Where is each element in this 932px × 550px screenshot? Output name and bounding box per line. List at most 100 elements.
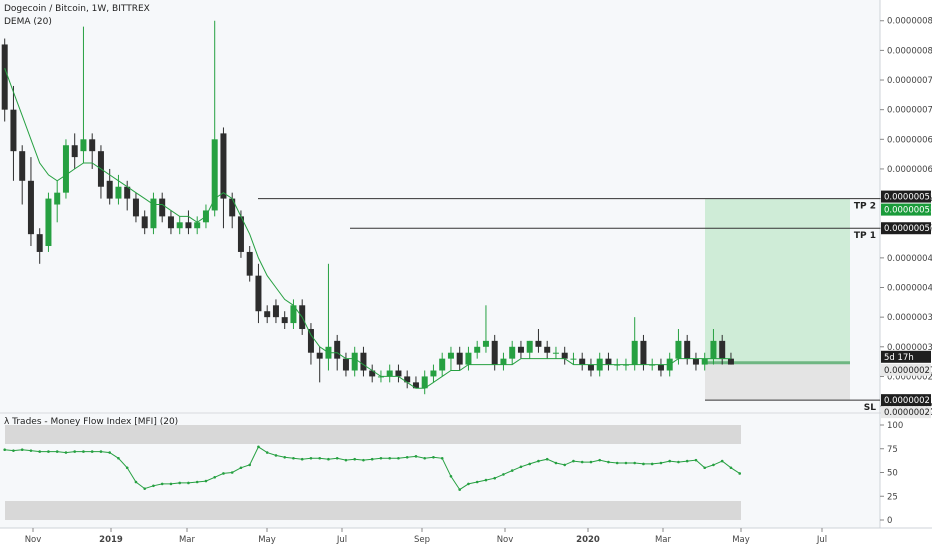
mfi-point [344,458,348,462]
candle-body [124,186,131,199]
mfi-point [117,456,120,460]
mfi-point [397,456,400,460]
candle-body [334,340,341,359]
mfi-point [642,462,645,466]
mfi-point [353,457,357,461]
mfi-point [388,456,392,460]
candlestick-series [1,20,734,395]
sl-badge-bg [881,394,931,407]
candle-body [657,364,664,371]
mfi-point [615,461,619,465]
mfi-point [432,456,435,459]
mfi-point [650,462,654,466]
mfi-tick-label: 75 [887,445,898,455]
mfi-point [12,449,15,452]
tp2-target-badge: 0.00000055 [884,206,932,216]
mfi-point [405,456,409,459]
candle-body [684,340,691,359]
mfi-point [29,449,33,452]
sl-secondary-badge: 0.00000021 [884,408,932,418]
mfi-point [519,465,523,469]
candle-body [80,139,87,152]
mfi-point [502,473,505,476]
time-tick-label: 2019 [99,535,123,545]
candle-body [194,222,201,229]
candle-body [115,186,122,199]
indicator-legend: DEMA (20) [4,17,52,27]
mfi-point [554,461,558,465]
time-tick-label: Jul [816,535,827,545]
mfi-point [484,478,488,482]
candle-body [474,346,481,353]
candle-body [404,376,411,383]
candle-body [246,251,253,276]
mfi-point [414,455,418,458]
mfi-point [712,463,715,467]
mfi-point [230,471,234,474]
time-tick-label: Nov [25,535,42,545]
mfi-point [213,475,216,479]
mfi-point [580,460,584,464]
mfi-point [659,461,663,465]
mfi-point [703,466,706,470]
candle-body [159,198,166,217]
mfi-point [624,461,628,465]
tp2-badge-bg [881,190,931,203]
mfi-point [222,472,225,475]
candle-body [360,352,367,371]
mfi-point [423,456,427,460]
candle-body [701,358,708,365]
candle-body [692,358,699,365]
candle-body [71,145,78,158]
mfi-point [160,482,164,486]
mfi-point [572,459,575,463]
candle-body [500,358,507,365]
position-zones [705,198,850,401]
candle-body [19,151,26,181]
mfi-point [335,456,339,460]
candle-body [89,139,96,152]
price-tick-label: 0.00000035 [887,313,932,323]
mfi-point [537,459,540,463]
mfi-point [362,458,365,462]
mfi-point [55,450,59,453]
mfi-point [134,480,138,484]
mfi-point [685,459,689,463]
candle-body [220,133,227,199]
mfi-point [738,472,741,475]
candle-body [517,346,524,353]
tp1-badge: 0.00000050 [884,224,932,234]
candle-body [386,370,393,377]
mfi-point [143,487,146,490]
profit-zone [705,198,850,363]
mfi-title: λ Trades - Money Flow Index [MFI] (20) [4,417,179,427]
loss-zone [705,362,850,401]
candle-body [710,340,717,359]
mfi-point [73,450,76,453]
time-tick-label: Nov [497,535,514,545]
candle-body [27,180,34,235]
time-axis: Nov 2019 Mar May Jul Sep Nov 2020 Mar May Jul [25,528,827,545]
tp2-target-badge-bg [881,203,931,216]
mfi-point [545,457,549,461]
candle-body [465,352,472,365]
candle-body [579,358,586,365]
candle-body [640,340,647,365]
sl-badge: 0.00000021 [884,396,932,406]
candle-body [272,305,279,318]
price-tick-label: 0.00000045 [887,254,932,264]
tp1-label: TP 1 [854,231,876,241]
mfi-point [300,457,304,461]
candle-body [54,192,61,205]
candle-body [62,145,69,193]
mfi-point [292,456,295,460]
tp2-label: TP 2 [854,202,876,212]
candle-body [351,352,358,371]
mfi-oversold-band [5,501,741,520]
mfi-point [493,476,497,480]
mfi-point [283,456,287,459]
mfi-point [178,481,181,485]
candle-body [211,139,218,211]
